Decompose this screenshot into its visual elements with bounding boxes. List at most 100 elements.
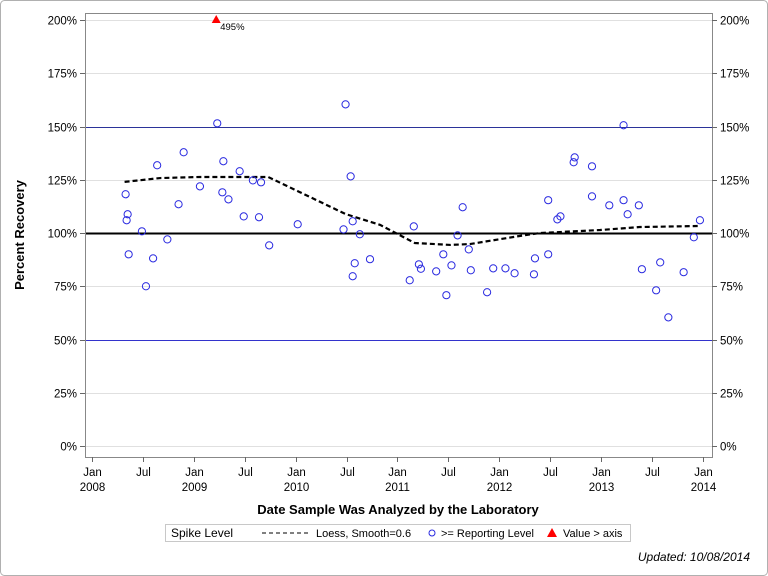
data-point (239, 212, 248, 221)
data-point (489, 264, 498, 273)
data-point (350, 259, 359, 268)
x-tick-year: 2011 (385, 482, 410, 494)
y-tick-label-right: 25% (720, 389, 743, 401)
legend-point-swatch (428, 529, 436, 537)
y-axis-right: 0% 25% 50% 75% 100% 125% 150% 175% 200% (712, 16, 749, 454)
y-tick-label-right: 125% (720, 176, 749, 188)
x-tick-year: 2010 (284, 482, 310, 494)
y-tick-label: 175% (48, 69, 77, 81)
data-point (179, 148, 188, 157)
data-point (605, 201, 614, 210)
x-tick-label: Jul (441, 467, 456, 479)
data-point (235, 167, 244, 176)
plot-frame (85, 13, 713, 458)
value-above-axis-marker (211, 15, 221, 23)
x-tick-label: Jan (388, 467, 407, 479)
legend-triangle-swatch (547, 528, 557, 537)
legend-box (165, 524, 631, 542)
x-tick-label: Jul (645, 467, 660, 479)
data-point (679, 268, 688, 277)
data-point (637, 265, 646, 274)
data-point (439, 250, 448, 259)
data-point (163, 235, 172, 244)
data-point (466, 266, 475, 275)
data-point (248, 176, 257, 185)
y-tick-label-right: 0% (720, 442, 737, 454)
x-tick-label: Jul (136, 467, 151, 479)
y-tick-label: 125% (48, 176, 77, 188)
data-point (652, 286, 661, 295)
data-point (414, 260, 423, 269)
x-tick-label: Jan (694, 467, 713, 479)
data-point (195, 182, 205, 191)
data-point (634, 201, 643, 210)
data-point (153, 161, 162, 170)
x-tick-label: Jul (543, 467, 558, 479)
data-point (348, 272, 357, 281)
data-point (218, 188, 227, 197)
data-point (122, 216, 131, 225)
y-tick-label-right: 50% (720, 336, 743, 348)
legend-loess-label: Loess, Smooth=0.6 (316, 528, 411, 540)
y-axis-title: Percent Recovery (12, 179, 27, 290)
y-tick-label-right: 150% (720, 123, 749, 135)
data-point (458, 203, 467, 212)
data-point (570, 153, 579, 162)
data-points (121, 100, 705, 322)
data-point (553, 215, 562, 224)
data-point (341, 100, 350, 109)
data-point (544, 250, 553, 259)
data-point (121, 190, 130, 199)
legend-title: Spike Level (171, 526, 233, 540)
y-tick-label: 75% (54, 282, 77, 294)
x-axis-title: Date Sample Was Analyzed by the Laborato… (257, 502, 539, 517)
data-point (355, 230, 364, 239)
x-tick-year: 2009 (182, 482, 208, 494)
data-point (432, 267, 441, 276)
y-tick-label-right: 75% (720, 282, 743, 294)
data-point (409, 222, 418, 231)
data-point (416, 264, 426, 273)
legend: Spike Level Loess, Smooth=0.6 >= Reporti… (165, 524, 631, 542)
reference-lines (86, 127, 712, 341)
x-tick-year: 2014 (691, 482, 717, 494)
data-point (501, 264, 510, 273)
data-point (510, 269, 519, 278)
data-point (256, 178, 266, 187)
data-point (254, 213, 264, 222)
y-tick-label: 0% (60, 442, 77, 454)
loess-line (124, 175, 700, 247)
data-point (619, 196, 628, 205)
data-point (348, 217, 357, 226)
data-point (587, 162, 597, 171)
data-point (587, 192, 597, 201)
data-point (483, 288, 492, 297)
data-point (544, 196, 553, 205)
data-point (174, 200, 183, 209)
updated-date: Updated: 10/08/2014 (638, 550, 750, 564)
y-tick-label: 200% (48, 16, 77, 28)
data-point (346, 172, 355, 181)
data-point (619, 121, 628, 130)
data-point (569, 158, 578, 167)
data-point (124, 250, 133, 259)
above-axis-markers: 495% (211, 15, 245, 33)
data-point (123, 210, 132, 219)
data-point (623, 210, 632, 219)
loess-curve (124, 175, 700, 247)
data-point (224, 195, 233, 204)
data-point (219, 157, 228, 166)
data-point (339, 225, 348, 234)
data-point (656, 258, 665, 267)
data-point (529, 270, 539, 279)
data-point (695, 216, 705, 225)
data-point (293, 220, 302, 229)
x-tick-label: Jan (490, 467, 509, 479)
data-point (689, 233, 698, 242)
y-tick-label: 25% (54, 389, 77, 401)
data-point (530, 254, 540, 263)
y-tick-label: 100% (48, 229, 77, 241)
data-point (365, 255, 375, 264)
data-point (453, 231, 462, 240)
